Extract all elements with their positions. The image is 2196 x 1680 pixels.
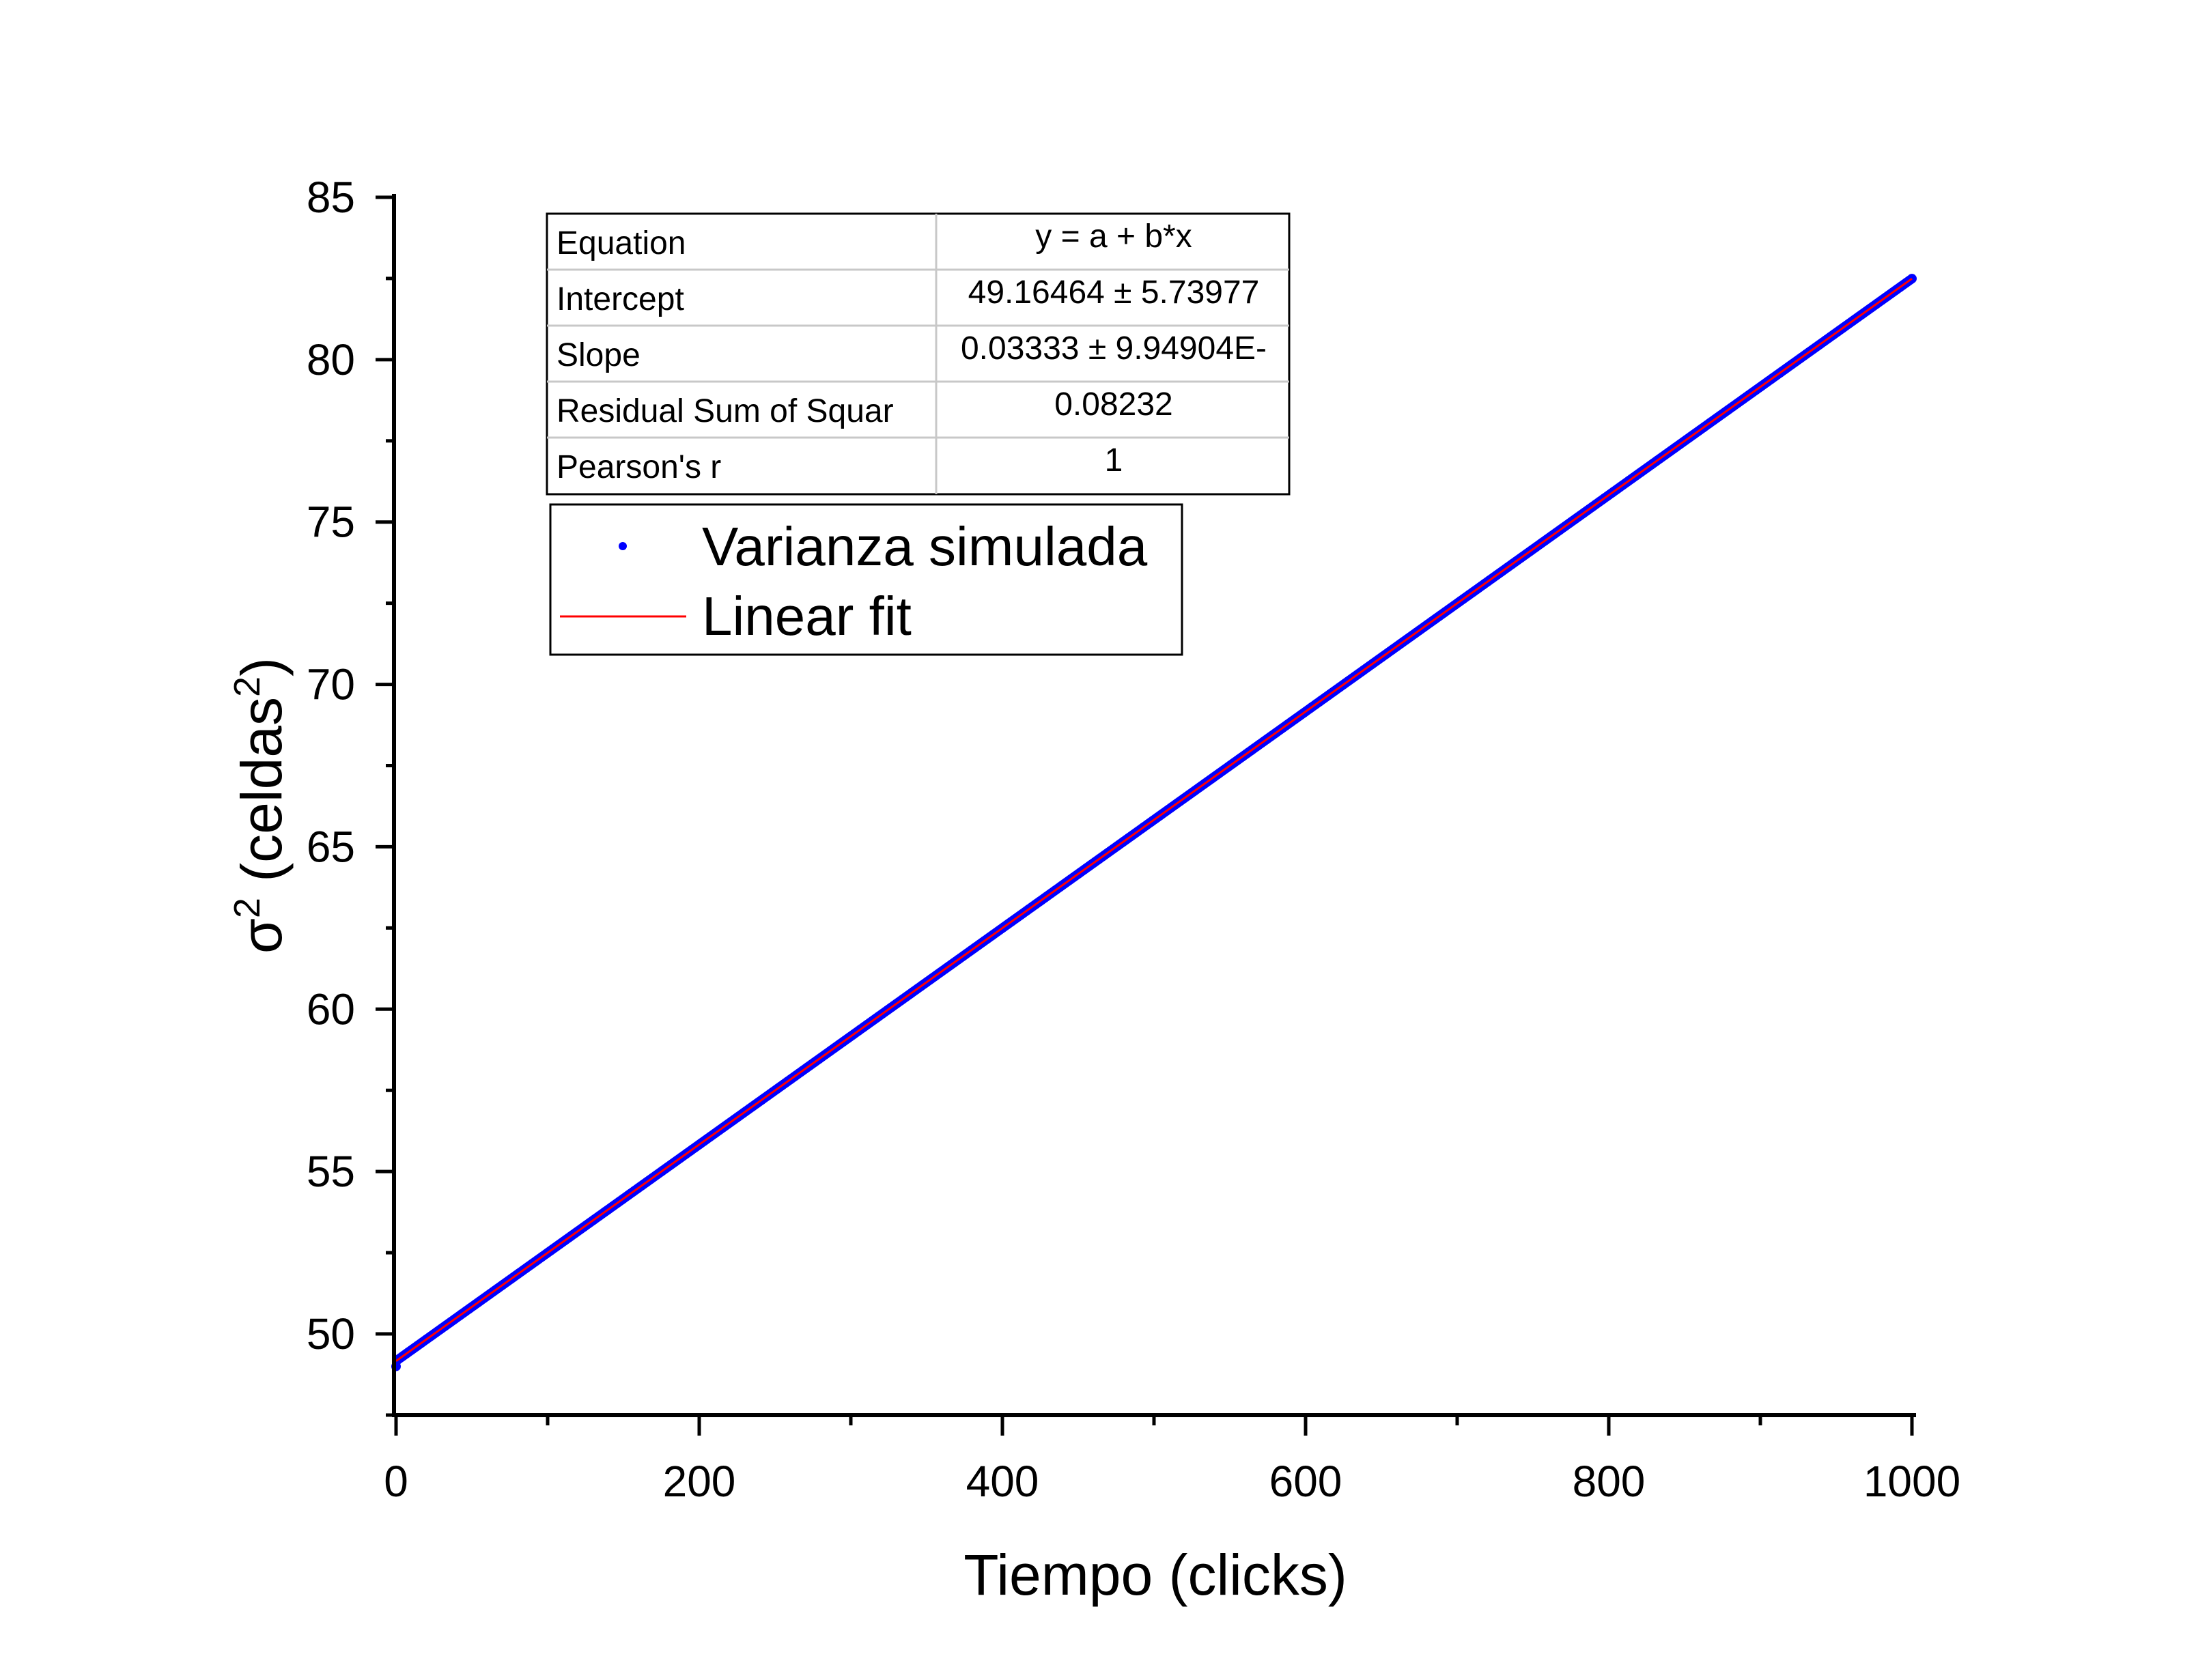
legend-marker-varianza-simulada <box>619 542 627 550</box>
fit-table-label-intercept: Intercept <box>557 281 684 317</box>
y-tick-label: 60 <box>307 984 355 1034</box>
x-tick-label: 200 <box>663 1457 736 1506</box>
y-axis-title-mid: (celdas <box>229 697 294 898</box>
fit-table-value-intercept: 49.16464 ± 5.73977 <box>968 274 1260 311</box>
x-tick-label: 0 <box>384 1457 408 1506</box>
x-tick-label: 600 <box>1269 1457 1342 1506</box>
x-ticks: 0 200 400 600 800 1000 <box>384 1415 1960 1506</box>
y-tick-label: 75 <box>307 498 355 547</box>
y-tick-label: 85 <box>307 173 355 222</box>
y-axis-title-sup1: 2 <box>227 898 268 918</box>
axes: 50 55 60 65 70 75 80 85 0 200 400 600 800 1000 <box>307 173 1960 1506</box>
fit-table-border <box>546 212 1291 496</box>
y-ticks: 50 55 60 65 70 75 80 85 <box>307 173 396 1417</box>
fit-table-label-rss: Residual Sum of Squar <box>557 393 894 429</box>
x-axis-title: Tiempo (clicks) <box>963 1543 1347 1607</box>
fit-table-value-equation: y = a + b*x <box>1035 218 1192 255</box>
y-axis-title-base: σ <box>229 918 294 954</box>
y-tick-label: 80 <box>307 335 355 384</box>
fit-table-value-rss: 0.08232 <box>1054 386 1173 423</box>
y-tick-label: 65 <box>307 822 355 871</box>
y-axis-title-end: ) <box>229 657 294 677</box>
x-tick-label: 800 <box>1573 1457 1646 1506</box>
y-tick-label: 55 <box>307 1147 355 1196</box>
plot-series <box>391 274 1917 1371</box>
fit-table-value-pearson: 1 <box>1105 442 1123 479</box>
x-tick-label: 400 <box>966 1457 1039 1506</box>
y-tick-label: 70 <box>307 660 355 709</box>
y-axis-title: σ2 (celdas2) <box>227 657 294 954</box>
y-tick-label: 50 <box>307 1309 355 1358</box>
legend-label-varianza-simulada: Varianza simulada <box>702 516 1148 577</box>
legend-border <box>549 503 1183 656</box>
legend-label-linear-fit: Linear fit <box>702 586 912 646</box>
fit-table-label-pearson: Pearson's r <box>557 449 721 485</box>
fit-table-label-slope: Slope <box>557 337 640 373</box>
y-axis-title-sup2: 2 <box>227 677 268 697</box>
legend: Varianza simulada Linear fit <box>549 503 1183 656</box>
fit-table-label-equation: Equation <box>557 225 686 261</box>
x-tick-label: 1000 <box>1863 1457 1960 1506</box>
fit-table: Equation y = a + b*x Intercept 49.16464 … <box>546 212 1291 496</box>
series-linear-fit <box>395 277 1913 1362</box>
fit-table-value-slope: 0.03333 ± 9.94904E- <box>961 330 1267 367</box>
